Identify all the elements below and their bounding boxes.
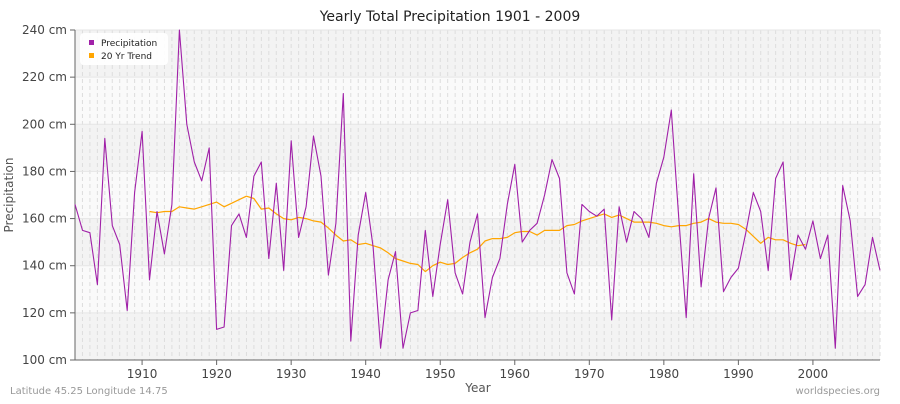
x-tick-label: 1990 [723, 367, 754, 381]
x-tick-label: 1910 [127, 367, 158, 381]
y-tick-label: 240 cm [22, 23, 67, 37]
legend-swatch-precipitation [89, 40, 94, 45]
y-tick-label: 160 cm [22, 212, 67, 226]
x-axis-label: Year [464, 381, 490, 395]
y-axis-ticks: 100 cm 120 cm 140 cm 160 cm 180 cm 200 cm 220 … [22, 23, 75, 367]
y-tick-label: 140 cm [22, 259, 67, 273]
x-axis-ticks: 1910 1920 1930 1940 1950 1960 1970 1980 1990 2000 [127, 360, 828, 381]
vertical-gridlines [74, 30, 881, 360]
x-tick-label: 1950 [425, 367, 456, 381]
y-tick-label: 120 cm [22, 306, 67, 320]
x-tick-label: 1920 [201, 367, 232, 381]
x-tick-label: 1980 [649, 367, 680, 381]
x-tick-label: 1970 [574, 367, 605, 381]
precipitation-line [74, 29, 881, 349]
trend-line [149, 195, 806, 273]
x-tick-label: 1940 [350, 367, 381, 381]
x-tick-label: 1960 [499, 367, 530, 381]
series-lines [74, 29, 881, 349]
footer-location: Latitude 45.25 Longitude 14.75 [10, 386, 168, 397]
legend: Precipitation 20 Yr Trend [80, 33, 168, 65]
y-tick-label: 220 cm [22, 70, 67, 84]
x-tick-label: 2000 [798, 367, 829, 381]
y-axis-label: Precipitation [2, 157, 16, 232]
x-tick-label: 1930 [276, 367, 307, 381]
legend-label-trend: 20 Yr Trend [101, 52, 152, 62]
footer-source: worldspecies.org [796, 386, 880, 397]
legend-swatch-trend [89, 53, 94, 58]
y-tick-label: 200 cm [22, 117, 67, 131]
legend-box [80, 33, 168, 65]
y-tick-label: 100 cm [22, 353, 67, 367]
legend-label-precipitation: Precipitation [101, 39, 157, 49]
y-tick-label: 180 cm [22, 164, 67, 178]
chart-title: Yearly Total Precipitation 1901 - 2009 [319, 9, 581, 25]
